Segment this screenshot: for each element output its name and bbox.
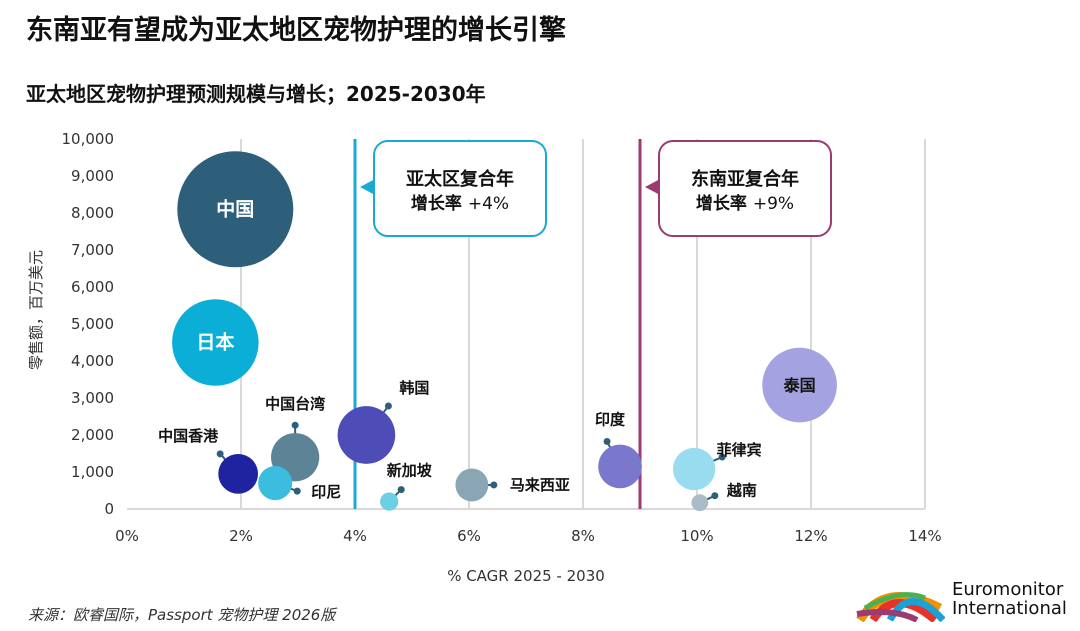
y-tick-label: 6,000: [71, 278, 114, 296]
bubble-7: [455, 468, 489, 502]
logo-line2: International: [952, 598, 1067, 619]
y-tick-label: 3,000: [71, 389, 114, 407]
x-tick-label: 12%: [794, 527, 827, 545]
callout-label: 增长率 +4%: [411, 193, 509, 214]
y-tick-label: 5,000: [71, 315, 114, 333]
y-tick-label: 10,000: [62, 130, 115, 148]
y-tick-label: 8,000: [71, 204, 114, 222]
leader-dot: [603, 437, 611, 445]
x-tick-label: 4%: [343, 527, 367, 545]
callout-label: 东南亚复合年: [691, 168, 799, 190]
bubble-1: [172, 299, 259, 386]
x-tick-label: 10%: [680, 527, 713, 545]
source-note: 来源：欧睿国际，Passport 宠物护理 2026版: [28, 606, 336, 624]
bubble-label: 日本: [196, 331, 234, 354]
euromonitor-logo: [856, 591, 945, 622]
bubble-5: [337, 406, 396, 464]
bubble-chart: 0% 2% 4% 6% 8% 10% 12% 14% 0 1,000 2,000 3,000 4,000…: [27, 130, 942, 585]
callout-pointer: [360, 179, 375, 195]
callout-pointer: [645, 179, 660, 195]
bubble-8: [598, 444, 642, 489]
bubble-9: [672, 447, 716, 491]
bubble-label: 马来西亚: [510, 476, 570, 494]
x-tick-label: 6%: [457, 527, 481, 545]
leader-dot: [216, 450, 224, 458]
leader-dot: [293, 487, 301, 495]
bubble-label: 印尼: [311, 483, 341, 501]
x-tick-label: 2%: [229, 527, 253, 545]
y-tick-label: 1,000: [71, 463, 114, 481]
leader-dot: [490, 481, 498, 489]
bubble-label: 印度: [595, 410, 626, 428]
bubble-10: [691, 494, 709, 512]
y-tick-label: 7,000: [71, 241, 114, 259]
bubble-11: [762, 347, 837, 423]
logo-line1: Euromonitor: [952, 579, 1064, 600]
x-axis-title: % CAGR 2025 - 2030: [447, 567, 605, 585]
callout-label: 亚太区复合年: [406, 168, 514, 190]
leader-dot: [711, 492, 719, 500]
bubble-label: 新加坡: [387, 462, 432, 480]
leader-dot: [718, 453, 726, 461]
y-tick-label: 9,000: [71, 167, 114, 185]
chart-subtitle: 亚太地区宠物护理预测规模与增长；2025-2030年: [26, 82, 486, 106]
x-tick-label: 0%: [115, 527, 139, 545]
y-tick-label: 2,000: [71, 426, 114, 444]
bubble-label: 中国: [216, 197, 254, 220]
bubble-label: 泰国: [783, 376, 816, 395]
x-tick-label: 8%: [571, 527, 595, 545]
bubble-6: [380, 492, 399, 511]
bubble-label: 中国香港: [158, 427, 219, 445]
x-tick-label: 14%: [908, 527, 941, 545]
bubble-4: [258, 466, 293, 501]
y-tick-label: 4,000: [71, 352, 114, 370]
page-title: 东南亚有望成为亚太地区宠物护理的增长引擎: [26, 15, 566, 46]
bubble-label: 韩国: [399, 379, 429, 397]
leader-dot: [397, 486, 405, 494]
y-axis-title: 零售额，百万美元: [27, 250, 45, 370]
bubble-2: [218, 453, 259, 494]
bubble-label: 菲律宾: [717, 441, 762, 459]
leader-dot: [291, 421, 299, 429]
bubble-label: 越南: [726, 482, 757, 500]
callout-label: 增长率 +9%: [696, 193, 794, 214]
logo-text: Euromonitor International: [952, 580, 1067, 618]
bubble-0: [177, 151, 294, 268]
leader-dot: [384, 402, 392, 410]
y-tick-label: 0: [104, 500, 114, 518]
bubble-label: 中国台湾: [265, 395, 325, 413]
